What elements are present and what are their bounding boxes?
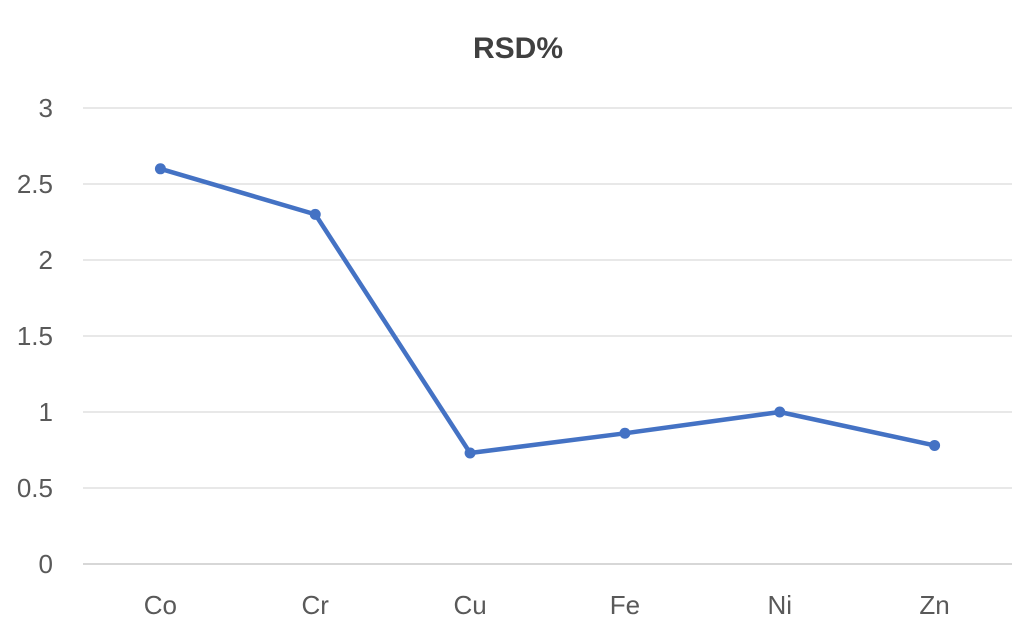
x-tick-label: Co <box>144 590 177 620</box>
y-tick-label: 2 <box>39 245 53 275</box>
data-point-fe <box>619 427 631 439</box>
chart-title: RSD% <box>473 32 563 65</box>
x-tick-label: Cu <box>453 590 486 620</box>
y-tick-label: 1 <box>39 397 53 427</box>
y-tick-label: 2.5 <box>17 169 53 199</box>
data-point-zn <box>929 439 941 451</box>
data-point-cu <box>464 447 476 459</box>
x-tick-label: Fe <box>610 590 640 620</box>
y-tick-label: 0.5 <box>17 473 53 503</box>
data-point-ni <box>774 406 786 418</box>
y-tick-label: 1.5 <box>17 321 53 351</box>
x-tick-label: Zn <box>919 590 949 620</box>
y-tick-label: 0 <box>39 549 53 579</box>
labels: 0 0.5 1 1.5 2 2.5 3 Co Cr Cu Fe Ni Zn <box>17 93 950 620</box>
y-tick-label: 3 <box>39 93 53 123</box>
x-tick-label: Cr <box>302 590 330 620</box>
x-tick-label: Ni <box>767 590 792 620</box>
data-point-co <box>154 163 166 175</box>
data-point-cr <box>309 208 321 220</box>
series-line <box>158 166 937 456</box>
gridlines <box>83 107 1012 489</box>
series-layer <box>154 163 941 459</box>
